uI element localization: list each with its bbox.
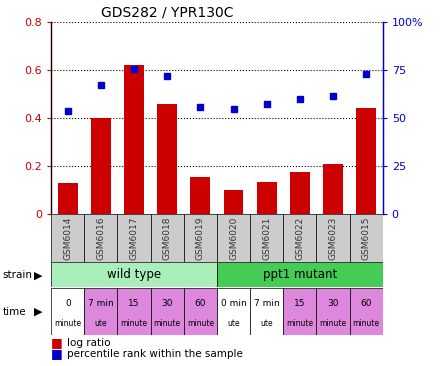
Text: GSM6018: GSM6018: [163, 216, 172, 259]
Text: GSM6017: GSM6017: [129, 216, 138, 259]
Bar: [150, 288, 184, 335]
Bar: [316, 214, 350, 262]
Text: ▶: ▶: [34, 307, 43, 317]
Text: ■: ■: [51, 347, 63, 361]
Text: percentile rank within the sample: percentile rank within the sample: [67, 349, 243, 359]
Text: log ratio: log ratio: [67, 338, 110, 348]
Bar: [217, 262, 383, 287]
Text: 7 min: 7 min: [88, 299, 114, 307]
Bar: [283, 288, 316, 335]
Text: 0 min: 0 min: [221, 299, 247, 307]
Text: ute: ute: [227, 319, 240, 328]
Text: 30: 30: [327, 299, 339, 307]
Text: minute: minute: [320, 319, 347, 328]
Bar: [350, 288, 383, 335]
Text: ute: ute: [95, 319, 107, 328]
Text: 15: 15: [128, 299, 140, 307]
Bar: [85, 288, 117, 335]
Text: GSM6020: GSM6020: [229, 216, 238, 259]
Text: GSM6019: GSM6019: [196, 216, 205, 259]
Text: GSM6015: GSM6015: [362, 216, 371, 259]
Text: GSM6022: GSM6022: [295, 216, 304, 259]
Text: 15: 15: [294, 299, 306, 307]
Text: ▶: ▶: [34, 270, 43, 280]
Text: ppt1 mutant: ppt1 mutant: [263, 268, 337, 281]
Text: time: time: [2, 307, 26, 317]
Bar: [316, 288, 350, 335]
Bar: [117, 288, 150, 335]
Text: GSM6021: GSM6021: [262, 216, 271, 259]
Bar: [190, 177, 210, 214]
Bar: [85, 214, 117, 262]
Bar: [250, 288, 283, 335]
Bar: [223, 190, 243, 214]
Bar: [51, 288, 84, 335]
Bar: [58, 183, 78, 214]
Bar: [184, 288, 217, 335]
Text: minute: minute: [154, 319, 181, 328]
Text: 30: 30: [162, 299, 173, 307]
Bar: [117, 214, 150, 262]
Text: minute: minute: [121, 319, 148, 328]
Bar: [217, 214, 250, 262]
Bar: [150, 214, 184, 262]
Bar: [91, 118, 111, 214]
Text: minute: minute: [187, 319, 214, 328]
Text: 7 min: 7 min: [254, 299, 279, 307]
Text: strain: strain: [2, 270, 32, 280]
Text: ■: ■: [51, 336, 63, 350]
Text: minute: minute: [286, 319, 313, 328]
Bar: [51, 214, 84, 262]
Bar: [250, 214, 283, 262]
Bar: [51, 262, 217, 287]
Bar: [184, 214, 217, 262]
Bar: [217, 288, 250, 335]
Text: minute: minute: [352, 319, 380, 328]
Text: GSM6016: GSM6016: [97, 216, 105, 259]
Bar: [323, 164, 343, 214]
Text: 0: 0: [65, 299, 71, 307]
Bar: [157, 104, 177, 214]
Bar: [356, 108, 376, 214]
Text: 60: 60: [360, 299, 372, 307]
Text: minute: minute: [54, 319, 81, 328]
Bar: [283, 214, 316, 262]
Text: GSM6023: GSM6023: [328, 216, 337, 259]
Text: wild type: wild type: [107, 268, 161, 281]
Bar: [124, 65, 144, 214]
Text: ute: ute: [260, 319, 273, 328]
Text: GDS282 / YPR130C: GDS282 / YPR130C: [101, 5, 234, 19]
Bar: [257, 182, 277, 214]
Bar: [290, 172, 310, 214]
Bar: [350, 214, 383, 262]
Text: GSM6014: GSM6014: [63, 216, 72, 259]
Text: 60: 60: [194, 299, 206, 307]
